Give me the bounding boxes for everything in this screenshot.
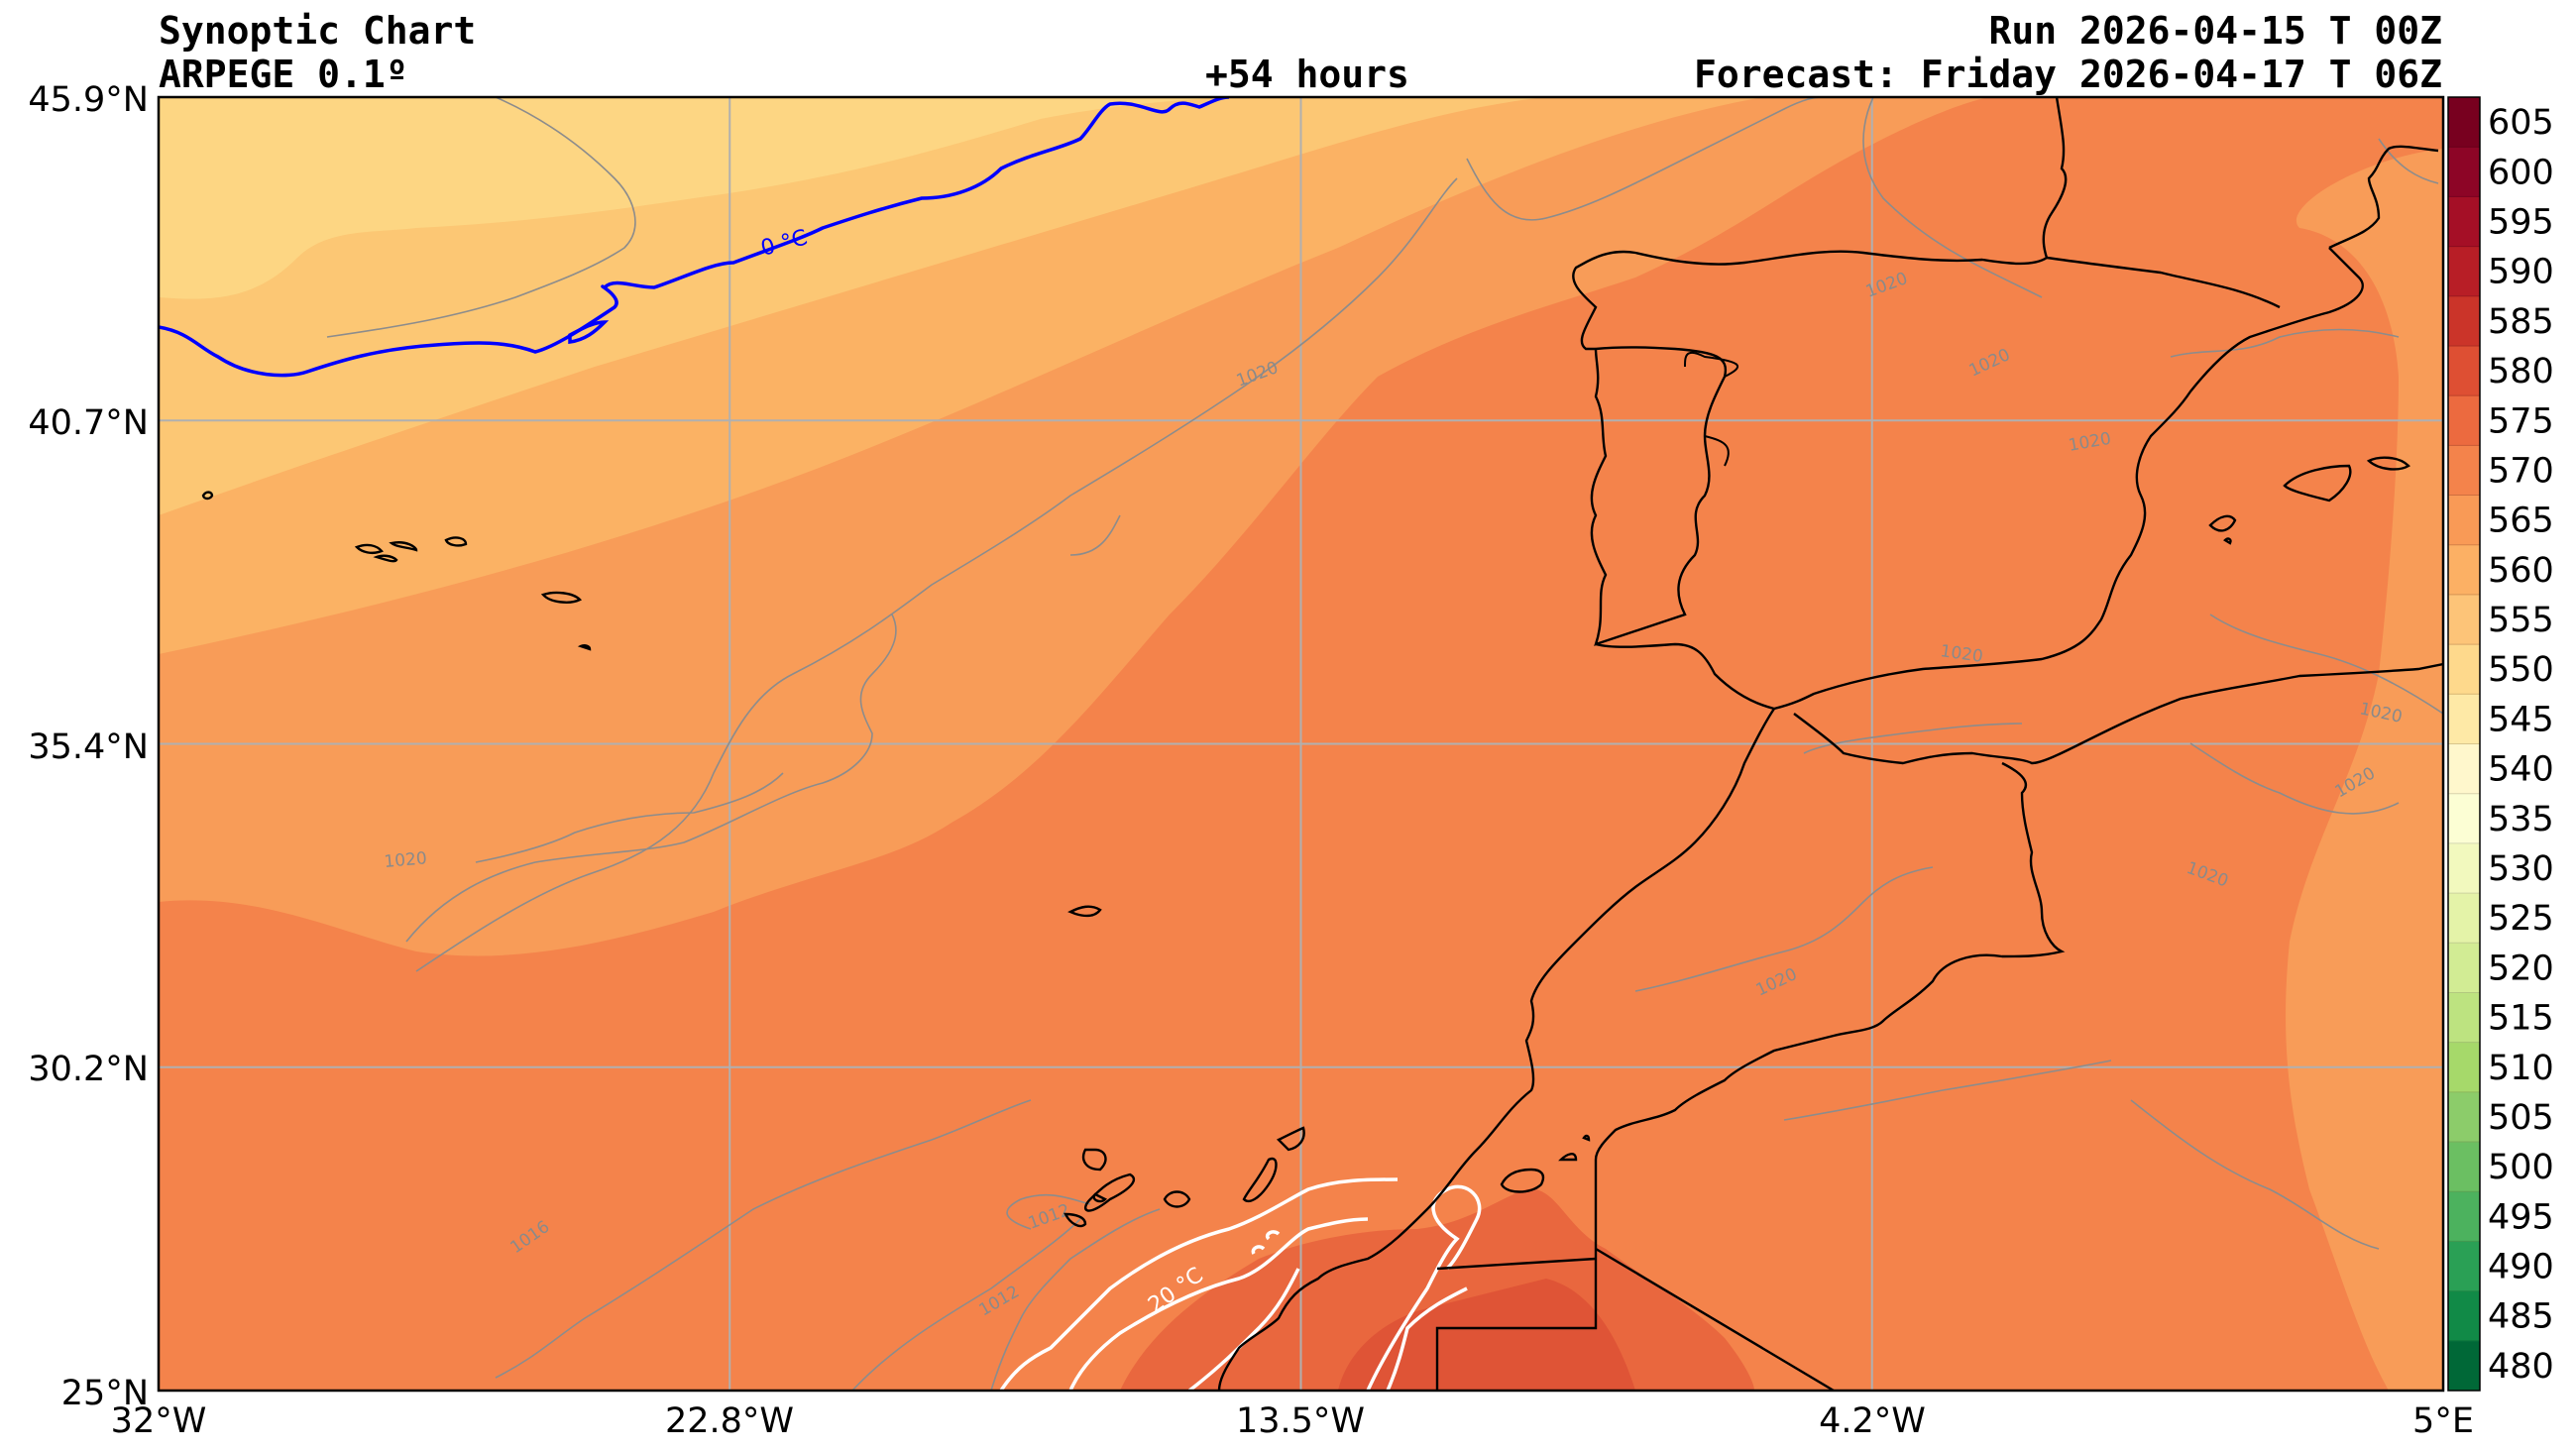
colorbar-label: 485 [2488, 1297, 2554, 1337]
colorbar-label: 530 [2488, 849, 2554, 889]
colorbar: 480 485 490 495 500 505 510 515 520 525 530 535 540 5… [2447, 96, 2554, 1392]
colorbar-label: 535 [2488, 800, 2554, 839]
colorbar-swatch [2448, 1091, 2480, 1143]
lon-tick-label: 4.2°W [1819, 1401, 1926, 1441]
lat-tick-label: 35.4°N [28, 727, 149, 767]
colorbar-label: 580 [2488, 352, 2554, 391]
map-plot-area: 1020 1020 1020 1020 1020 1020 1020 1020 … [159, 97, 2443, 1391]
run-time: Run 2026-04-15 T 00Z [1988, 9, 2442, 53]
colorbar-label: 550 [2488, 650, 2554, 690]
lon-tick-label: 5°E [2412, 1401, 2474, 1441]
lon-tick-label: 22.8°W [665, 1401, 794, 1441]
colorbar-label: 510 [2488, 1049, 2554, 1088]
colorbar-label: 570 [2488, 451, 2554, 491]
colorbar-swatch [2448, 544, 2480, 596]
colorbar-label: 540 [2488, 750, 2554, 790]
isotherm-20c [999, 1177, 1482, 1391]
colorbar-label: 555 [2488, 601, 2554, 640]
colorbar-label: 520 [2488, 949, 2554, 988]
graticule [159, 97, 2443, 1391]
colorbar-label: 590 [2488, 253, 2554, 292]
isotherm-0c-island [568, 320, 610, 344]
colorbar-label: 545 [2488, 700, 2554, 739]
lead-time: +54 hours [1205, 53, 1409, 96]
colorbar-label: 560 [2488, 551, 2554, 591]
colorbar-label: 490 [2488, 1248, 2554, 1287]
lat-tick-label: 30.2°N [28, 1050, 149, 1089]
forecast-time: Forecast: Friday 2026-04-17 T 06Z [1694, 53, 2442, 96]
lon-tick-label: 32°W [111, 1401, 207, 1441]
colorbar-label: 575 [2488, 401, 2554, 441]
colorbar-swatch [2448, 196, 2480, 248]
colorbar-swatch [2448, 1290, 2480, 1342]
colorbar-label: 600 [2488, 153, 2554, 192]
colorbar-swatch [2448, 246, 2480, 297]
colorbar-swatch [2448, 395, 2480, 446]
colorbar-swatch [2448, 97, 2480, 148]
colorbar-label: 495 [2488, 1197, 2554, 1237]
isobar-label: 1020 [384, 848, 428, 872]
colorbar-swatch [2448, 495, 2480, 546]
geopotential-band-580 [1338, 1279, 1635, 1391]
colorbar-swatch [2448, 295, 2480, 347]
colorbar-swatch [2448, 992, 2480, 1044]
colorbar-swatch [2448, 893, 2480, 944]
colorbar-label: 595 [2488, 202, 2554, 242]
coastlines [201, 97, 2443, 1391]
model-name: ARPEGE 0.1º [159, 53, 408, 96]
latitude-axis: 45.9°N 40.7°N 35.4°N 30.2°N 25°N [28, 80, 149, 1413]
colorbar-swatch [2448, 594, 2480, 645]
lat-tick-label: 45.9°N [28, 80, 149, 120]
longitude-axis: 32°W 22.8°W 13.5°W 4.2°W 5°E [111, 1401, 2474, 1441]
colorbar-label: 500 [2488, 1148, 2554, 1187]
colorbar-swatch [2448, 445, 2480, 497]
plot-frame [157, 95, 2445, 1393]
lat-tick-label: 25°N [61, 1374, 149, 1413]
chart-title: Synoptic Chart [159, 9, 477, 53]
isotherm-0c [159, 97, 1230, 378]
colorbar-label: 525 [2488, 899, 2554, 939]
colorbar-swatch [2448, 943, 2480, 993]
colorbar-swatch [2448, 1191, 2480, 1242]
colorbar-swatch [2448, 1340, 2480, 1392]
isobar-lines [326, 97, 2443, 1391]
colorbar-label: 515 [2488, 999, 2554, 1039]
colorbar-swatch [2448, 694, 2480, 744]
colorbar-swatch [2448, 147, 2480, 197]
colorbar-swatch [2448, 1142, 2480, 1192]
colorbar-swatch [2448, 1241, 2480, 1292]
colorbar-swatch [2448, 743, 2480, 795]
colorbar-frame [2447, 96, 2481, 1392]
colorbar-swatch [2448, 793, 2480, 844]
colorbar-swatch [2448, 345, 2480, 396]
colorbar-swatch [2448, 842, 2480, 894]
colorbar-label: 605 [2488, 103, 2554, 143]
colorbar-label: 585 [2488, 302, 2554, 342]
lon-tick-label: 13.5°W [1236, 1401, 1365, 1441]
colorbar-swatch [2448, 644, 2480, 695]
lat-tick-label: 40.7°N [28, 403, 149, 443]
colorbar-label: 480 [2488, 1347, 2554, 1387]
colorbar-label: 565 [2488, 502, 2554, 541]
colorbar-label: 505 [2488, 1098, 2554, 1138]
colorbar-swatch [2448, 1042, 2480, 1093]
